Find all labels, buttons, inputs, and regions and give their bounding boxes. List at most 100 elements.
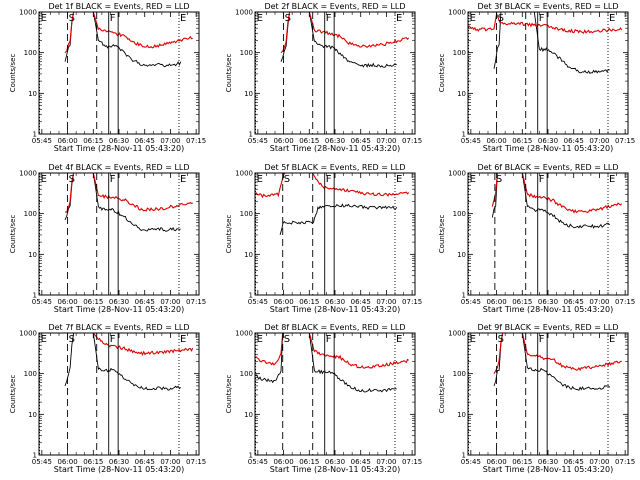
- y-tick-label: 100: [24, 49, 37, 57]
- x-tick-label: 06:45: [351, 137, 371, 145]
- x-tick-label: 07:15: [186, 458, 206, 466]
- y-tick-label: 1000: [448, 330, 466, 338]
- chart-title: Det 2f BLACK = Events, RED = LLD: [264, 2, 405, 11]
- lld-series-line: [255, 173, 410, 199]
- x-axis-label: Start Time (28-Nov-11 05:43:20): [483, 144, 613, 153]
- y-tick-label: 10: [28, 251, 37, 259]
- x-tick-label: 06:15: [512, 298, 532, 306]
- lld-series-line: [493, 333, 622, 374]
- y-tick-label: 1000: [235, 9, 253, 17]
- time-marker-label: E: [41, 334, 47, 345]
- x-tick-label: 05:45: [461, 137, 481, 145]
- x-tick-label: 06:45: [351, 298, 371, 306]
- time-marker-label: S: [498, 13, 504, 24]
- x-tick-label: 07:00: [160, 137, 180, 145]
- x-tick-label: 07:15: [402, 137, 422, 145]
- x-tick-label: 06:45: [564, 137, 584, 145]
- x-tick-label: 07:00: [376, 137, 396, 145]
- y-tick-label: 10: [28, 90, 37, 98]
- x-tick-label: 06:15: [299, 458, 319, 466]
- time-marker-label: F: [326, 13, 332, 24]
- time-marker-label: F: [110, 13, 116, 24]
- x-axis-label: Start Time (28-Nov-11 05:43:20): [54, 144, 184, 153]
- x-tick-label: 06:15: [83, 298, 103, 306]
- x-tick-label: 05:45: [461, 298, 481, 306]
- events-series-line: [491, 173, 611, 229]
- x-tick-label: 06:15: [83, 137, 103, 145]
- x-tick-label: 06:45: [564, 458, 584, 466]
- y-tick-label: 100: [240, 49, 253, 57]
- y-tick-label: 10: [244, 411, 253, 419]
- y-tick-label: 1: [462, 452, 466, 460]
- y-tick-label: 1000: [19, 330, 37, 338]
- chart-title: Det 4f BLACK = Events, RED = LLD: [48, 163, 189, 172]
- x-tick-label: 06:30: [109, 137, 129, 145]
- y-tick-label: 100: [453, 210, 466, 218]
- y-tick-label: 100: [24, 210, 37, 218]
- x-tick-label: 07:15: [615, 458, 635, 466]
- events-series-line: [493, 333, 611, 391]
- time-marker-label: S: [69, 174, 75, 185]
- y-axis-label: Counts/sec: [438, 375, 446, 414]
- x-tick-label: 07:00: [160, 458, 180, 466]
- x-tick-label: 07:15: [402, 458, 422, 466]
- y-tick-label: 100: [240, 370, 253, 378]
- x-tick-label: 05:45: [32, 458, 52, 466]
- events-series-line: [64, 12, 182, 68]
- time-marker-label: E: [396, 174, 402, 185]
- y-tick-label: 100: [453, 370, 466, 378]
- lld-series-line: [255, 333, 409, 369]
- x-tick-label: 06:00: [486, 458, 506, 466]
- x-tick-label: 05:45: [248, 137, 268, 145]
- y-tick-label: 1000: [235, 330, 253, 338]
- x-tick-label: 06:30: [325, 458, 345, 466]
- lld-series-line: [65, 333, 194, 357]
- y-tick-label: 100: [453, 49, 466, 57]
- x-tick-label: 06:45: [135, 458, 155, 466]
- x-tick-label: 07:15: [615, 298, 635, 306]
- x-tick-label: 06:30: [538, 458, 558, 466]
- x-tick-label: 06:00: [486, 137, 506, 145]
- time-marker-label: E: [609, 13, 615, 24]
- x-tick-label: 06:45: [135, 137, 155, 145]
- time-marker-label: E: [180, 334, 186, 345]
- x-axis-label: Start Time (28-Nov-11 05:43:20): [270, 465, 400, 474]
- time-marker-label: S: [69, 334, 75, 345]
- time-marker-label: F: [110, 174, 116, 185]
- time-marker-label: E: [180, 13, 186, 24]
- x-tick-label: 05:45: [248, 458, 268, 466]
- y-axis-label: Counts/sec: [438, 215, 446, 254]
- y-tick-label: 1: [462, 292, 466, 300]
- events-series-line: [64, 173, 181, 232]
- time-marker-label: E: [257, 174, 263, 185]
- lld-series-line: [64, 12, 193, 54]
- y-axis-label: Counts/sec: [225, 54, 233, 93]
- time-marker-label: E: [470, 13, 476, 24]
- time-marker-label: F: [326, 174, 332, 185]
- events-series-line: [493, 12, 610, 75]
- y-axis-label: Counts/sec: [438, 54, 446, 93]
- y-tick-label: 100: [240, 210, 253, 218]
- x-tick-label: 06:30: [109, 458, 129, 466]
- x-tick-label: 06:15: [512, 458, 532, 466]
- x-tick-label: 06:00: [273, 137, 293, 145]
- y-tick-label: 1000: [448, 170, 466, 178]
- lld-series-line: [64, 173, 193, 213]
- y-axis-label: Counts/sec: [9, 215, 17, 254]
- y-tick-label: 10: [457, 251, 466, 259]
- y-tick-label: 10: [28, 411, 37, 419]
- x-tick-label: 05:45: [248, 298, 268, 306]
- time-marker-label: F: [539, 13, 545, 24]
- x-tick-label: 06:15: [299, 137, 319, 145]
- time-marker-label: S: [69, 13, 75, 24]
- x-tick-label: 06:00: [57, 458, 77, 466]
- x-tick-label: 06:15: [512, 137, 532, 145]
- chart-title: Det 6f BLACK = Events, RED = LLD: [477, 163, 618, 172]
- time-marker-label: S: [284, 174, 290, 185]
- time-marker-label: E: [396, 334, 402, 345]
